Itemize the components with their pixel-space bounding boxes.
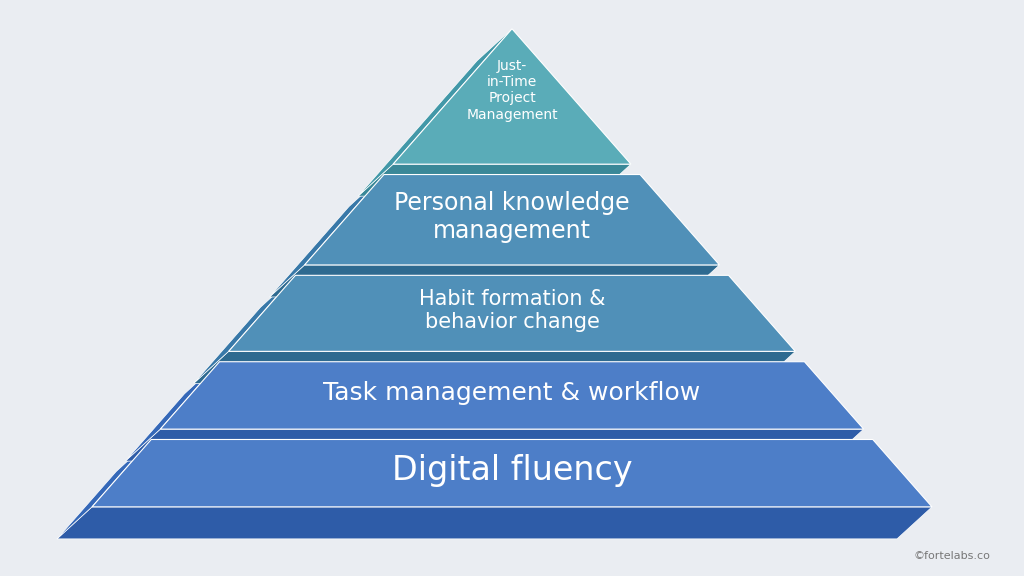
Polygon shape <box>358 29 512 196</box>
Polygon shape <box>194 275 295 384</box>
Polygon shape <box>125 362 219 461</box>
Polygon shape <box>57 507 932 539</box>
Text: Just-
in-Time
Project
Management: Just- in-Time Project Management <box>466 59 558 122</box>
Text: ©fortelabs.co: ©fortelabs.co <box>913 551 990 561</box>
Text: Task management & workflow: Task management & workflow <box>324 381 700 404</box>
Text: Personal knowledge
management: Personal knowledge management <box>394 191 630 242</box>
Polygon shape <box>125 429 863 461</box>
Polygon shape <box>269 175 384 297</box>
Polygon shape <box>393 29 631 164</box>
Text: Digital fluency: Digital fluency <box>392 454 632 487</box>
Polygon shape <box>358 164 631 196</box>
Text: Habit formation &
behavior change: Habit formation & behavior change <box>419 289 605 332</box>
Polygon shape <box>304 175 720 265</box>
Polygon shape <box>161 362 863 429</box>
Polygon shape <box>92 439 932 507</box>
Polygon shape <box>228 275 796 351</box>
Polygon shape <box>194 351 796 384</box>
Polygon shape <box>57 439 152 539</box>
Polygon shape <box>269 265 720 297</box>
